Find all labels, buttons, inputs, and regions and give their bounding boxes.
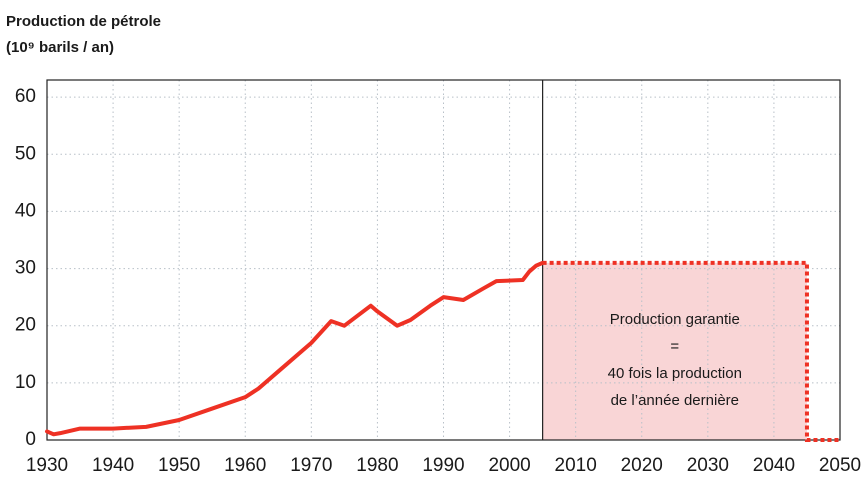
annotation: Production garantie xyxy=(610,311,740,328)
projection-line xyxy=(542,260,840,442)
y-tick-label: 20 xyxy=(15,315,36,336)
y-tick-label: 40 xyxy=(15,200,36,221)
chart-title: Production de pétrole xyxy=(6,13,161,30)
y-tick-label: 30 xyxy=(15,258,36,279)
x-tick-label: 1970 xyxy=(290,455,332,476)
x-tick-label: 1960 xyxy=(224,455,266,476)
guaranteed-area xyxy=(542,262,807,440)
x-tick-label: 1980 xyxy=(356,455,398,476)
x-tick-label: 1990 xyxy=(422,455,464,476)
x-tick-label: 2020 xyxy=(621,455,663,476)
y-tick-label: 0 xyxy=(25,429,36,450)
plot-frame xyxy=(46,79,841,441)
x-tick-label: 1930 xyxy=(26,455,68,476)
x-tick-label: 2030 xyxy=(687,455,729,476)
y-axis-label: (10⁹ barils / an) xyxy=(6,39,114,56)
line xyxy=(45,260,545,437)
annotation: de l’année dernière xyxy=(611,392,739,409)
y-tick-label: 50 xyxy=(15,143,36,164)
x-tick-label: 1950 xyxy=(158,455,200,476)
annotation: 40 fois la production xyxy=(608,365,742,382)
y-tick-label: 10 xyxy=(15,372,36,393)
x-tick-label: 2050 xyxy=(819,455,861,476)
x-tick-label: 2040 xyxy=(753,455,795,476)
x-tick-label: 2000 xyxy=(488,455,530,476)
x-tick-label: 1940 xyxy=(92,455,134,476)
y-tick-label: 60 xyxy=(15,86,36,107)
annotation: = xyxy=(670,338,679,355)
x-tick-label: 2010 xyxy=(555,455,597,476)
